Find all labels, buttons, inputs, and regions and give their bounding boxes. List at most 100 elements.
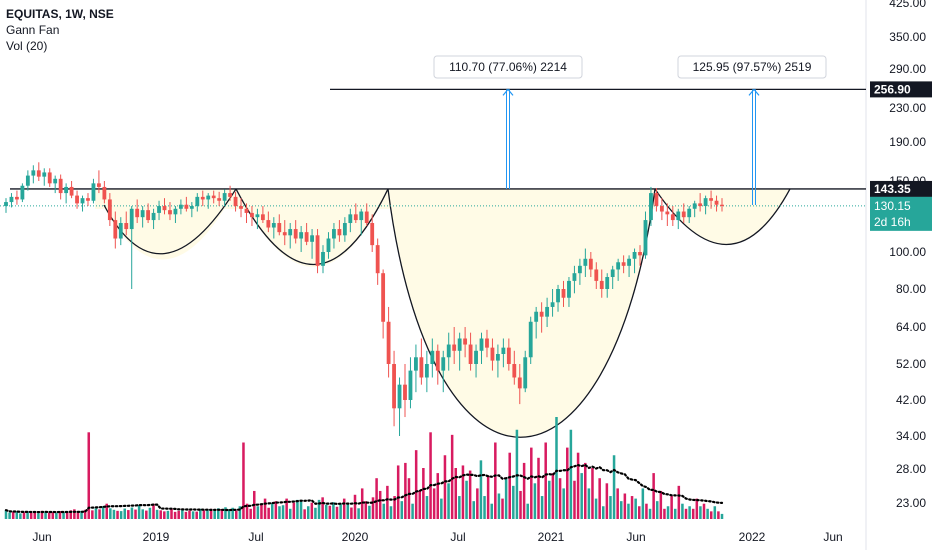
- candle-body: [200, 196, 205, 200]
- candle-body: [75, 195, 79, 204]
- candle-body: [479, 338, 484, 351]
- volume-bar: [73, 509, 76, 519]
- volume-bar: [602, 506, 605, 519]
- volume-bar: [540, 496, 544, 519]
- volume-bar: [245, 503, 249, 519]
- candle-body: [616, 262, 621, 270]
- volume-bar: [378, 490, 382, 519]
- candle-body: [610, 269, 615, 278]
- volume-bar: [530, 447, 533, 519]
- y-tick-label: 190.00: [889, 135, 926, 149]
- volume-bar: [418, 490, 422, 519]
- candle-body: [53, 178, 58, 184]
- candle-body: [20, 185, 25, 200]
- volume-bar: [260, 503, 263, 519]
- volume-bar: [155, 509, 159, 519]
- candle-body: [277, 223, 282, 233]
- volume-bar: [288, 508, 292, 519]
- volume-bar: [494, 442, 497, 519]
- bar-countdown-text: 2d 16h: [874, 215, 911, 229]
- y-tick-label: 290.00: [889, 62, 926, 76]
- candle-body: [359, 211, 364, 221]
- volume-bar: [101, 506, 105, 519]
- candle-body: [561, 289, 566, 298]
- candle-body: [709, 198, 713, 201]
- volume-bar: [181, 509, 184, 519]
- volume-bar: [612, 455, 616, 519]
- volume-bar: [91, 510, 94, 519]
- volume-bar: [112, 509, 116, 519]
- indicator-volume[interactable]: Vol (20): [6, 39, 48, 53]
- volume-bar: [548, 480, 551, 519]
- candle-body: [572, 273, 577, 281]
- x-tick-label: Jun: [626, 530, 645, 544]
- volume-bar: [580, 473, 583, 519]
- volume-bar: [508, 452, 511, 519]
- volume-bar: [443, 455, 447, 519]
- candle-body: [495, 354, 500, 361]
- volume-bar: [407, 478, 411, 519]
- volume-bar: [681, 503, 684, 519]
- price-tag-text: 143.35: [874, 182, 911, 196]
- volume-bar: [206, 509, 209, 519]
- candle-body: [129, 208, 134, 230]
- volume-bar: [285, 498, 288, 519]
- volume-bar: [242, 442, 245, 519]
- volume-bar: [663, 508, 666, 519]
- volume-bar: [328, 505, 332, 519]
- candle-body: [665, 211, 670, 215]
- measured-move-arrow-1: [502, 88, 514, 189]
- volume-bar: [55, 512, 58, 519]
- volume-bar: [209, 508, 213, 519]
- candle-body: [124, 223, 129, 230]
- candle-body: [397, 384, 402, 409]
- candle-body: [550, 302, 555, 307]
- volume-bar: [461, 465, 465, 519]
- volume-bar: [80, 510, 83, 519]
- price-tag-bg: [870, 180, 932, 197]
- volume-bar: [440, 498, 443, 519]
- volume-bar: [317, 499, 321, 519]
- volume-bar: [281, 505, 285, 519]
- volume-bar: [274, 501, 278, 519]
- volume-bar: [386, 485, 389, 519]
- volume-bar: [655, 501, 659, 519]
- volume-bar: [555, 417, 558, 519]
- volume-bar: [116, 510, 119, 519]
- annotation-box: [677, 55, 827, 79]
- volume-bar: [533, 483, 537, 519]
- volume-bar: [501, 498, 504, 519]
- candle-body: [255, 214, 260, 218]
- volume-bar: [659, 490, 663, 519]
- indicator-gann-fan[interactable]: Gann Fan: [6, 23, 60, 37]
- annotation-text: 110.70 (77.06%) 2214: [449, 60, 567, 74]
- volume-bar: [468, 470, 472, 519]
- candle-body: [567, 280, 571, 298]
- volume-bar: [720, 513, 724, 519]
- chart-legend: EQUITAS, 1W, NSE Gann Fan Vol (20): [6, 6, 114, 54]
- volume-bar: [299, 501, 303, 519]
- candle-body: [698, 203, 703, 207]
- candle-body: [266, 220, 271, 228]
- volume-bar: [33, 511, 37, 519]
- candle-body: [490, 347, 495, 361]
- x-tick-label: Jul: [248, 530, 263, 544]
- volume-bar: [357, 508, 360, 519]
- volume-bar: [62, 512, 65, 519]
- volume-bar: [324, 504, 328, 519]
- candle-body: [474, 350, 478, 364]
- volume-bar: [306, 506, 310, 519]
- volume-bar: [562, 488, 565, 519]
- candle-body: [649, 193, 653, 221]
- target-price-tag: 256.90: [870, 81, 932, 98]
- volume-bar: [224, 507, 227, 519]
- volume-bar: [472, 501, 475, 519]
- candle-body: [638, 252, 642, 256]
- candle-body: [523, 357, 528, 389]
- candle-body: [605, 277, 610, 289]
- symbol-title: EQUITAS, 1W, NSE: [6, 7, 114, 21]
- volume-bar: [630, 496, 634, 519]
- candle-body: [91, 183, 96, 201]
